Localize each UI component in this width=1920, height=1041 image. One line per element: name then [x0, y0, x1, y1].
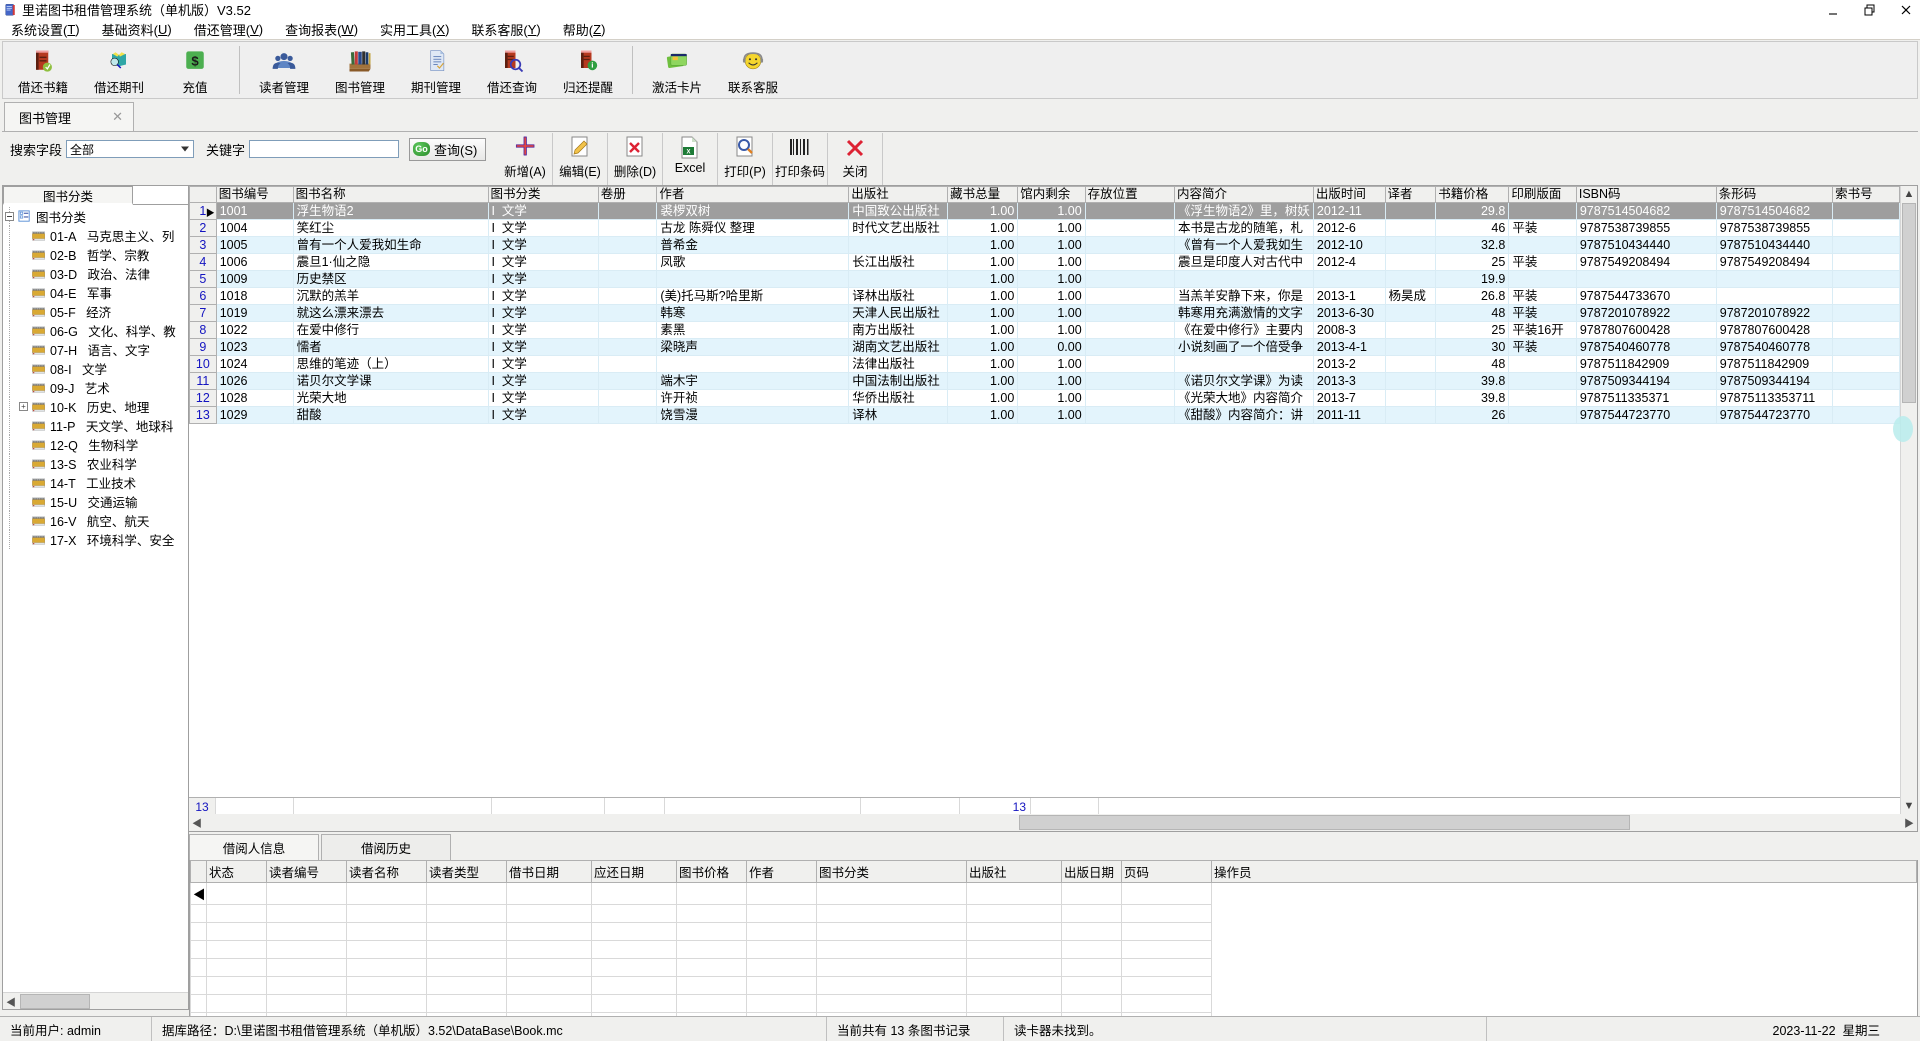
svg-text:X: X	[686, 150, 690, 156]
svg-text:$: $	[191, 53, 199, 68]
